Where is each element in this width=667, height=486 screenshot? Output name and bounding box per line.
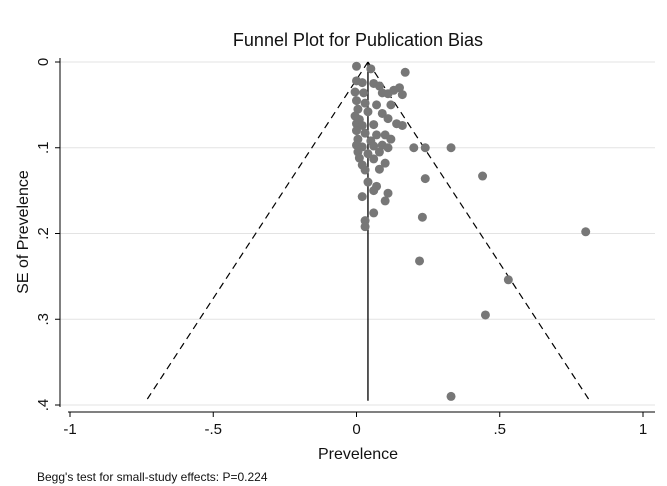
y-tick-labels: 0 .1 .2 .3 .4 bbox=[35, 58, 52, 411]
y-tick-label: .3 bbox=[35, 313, 52, 326]
data-point bbox=[383, 143, 393, 153]
data-point bbox=[374, 164, 384, 174]
data-point bbox=[352, 126, 361, 136]
data-point bbox=[420, 174, 430, 184]
data-point bbox=[360, 128, 370, 138]
data-points bbox=[350, 61, 591, 401]
data-point bbox=[380, 158, 390, 168]
data-point bbox=[363, 107, 373, 117]
data-point bbox=[353, 104, 363, 114]
data-point bbox=[369, 141, 379, 151]
data-point bbox=[357, 120, 367, 130]
data-point bbox=[386, 134, 396, 144]
data-point bbox=[409, 143, 419, 153]
y-tick-label: 0 bbox=[35, 58, 52, 66]
data-point bbox=[369, 120, 379, 130]
x-tick-labels: -1 -.5 0 .5 1 bbox=[63, 421, 647, 438]
y-tick-label: .1 bbox=[35, 141, 52, 154]
x-axis-title: Prevelence bbox=[318, 446, 398, 463]
data-point bbox=[354, 153, 364, 163]
data-point bbox=[380, 196, 390, 206]
data-point bbox=[386, 100, 396, 110]
x-tick-label: .5 bbox=[493, 421, 506, 438]
data-point bbox=[369, 208, 379, 218]
data-point bbox=[415, 256, 425, 266]
funnel-limit-left bbox=[146, 61, 369, 400]
data-point bbox=[446, 143, 456, 153]
data-point bbox=[357, 192, 367, 202]
data-point bbox=[363, 149, 373, 159]
data-point bbox=[369, 154, 379, 164]
funnel-limit-right bbox=[367, 61, 590, 400]
data-point bbox=[352, 61, 361, 71]
data-point bbox=[350, 87, 360, 97]
data-point bbox=[503, 275, 513, 285]
data-point bbox=[420, 143, 430, 153]
grid-lines bbox=[60, 61, 655, 406]
data-point bbox=[417, 212, 427, 222]
data-point bbox=[581, 227, 591, 237]
x-tick-label: 0 bbox=[352, 421, 360, 438]
data-point bbox=[480, 310, 490, 320]
data-point bbox=[374, 81, 384, 91]
data-point bbox=[397, 90, 407, 100]
x-tick-label: -1 bbox=[63, 421, 76, 438]
data-point bbox=[363, 177, 373, 187]
data-point bbox=[359, 88, 369, 98]
data-point bbox=[360, 98, 370, 108]
axes bbox=[55, 58, 655, 417]
data-point bbox=[372, 100, 382, 110]
y-tick-label: .4 bbox=[35, 399, 52, 412]
data-point bbox=[377, 108, 387, 118]
x-tick-label: 1 bbox=[639, 421, 647, 438]
data-point bbox=[366, 64, 376, 74]
data-point bbox=[446, 391, 456, 401]
x-tick-label: -.5 bbox=[204, 421, 222, 438]
begg-test-footnote: Begg's test for small-study effects: P=0… bbox=[37, 470, 268, 484]
data-point bbox=[369, 186, 379, 196]
data-point bbox=[478, 171, 488, 181]
data-point bbox=[374, 147, 384, 157]
data-point bbox=[383, 114, 393, 124]
data-point bbox=[357, 78, 367, 88]
data-point bbox=[360, 222, 370, 232]
y-tick-label: .2 bbox=[35, 227, 52, 240]
data-point bbox=[360, 165, 370, 175]
y-axis-title: SE of Prevelence bbox=[15, 170, 32, 294]
data-point bbox=[383, 89, 393, 99]
data-point bbox=[352, 96, 361, 106]
data-point bbox=[397, 120, 407, 130]
chart-title: Funnel Plot for Publication Bias bbox=[233, 30, 483, 50]
funnel-limits bbox=[146, 61, 590, 401]
data-point bbox=[372, 130, 382, 140]
data-point bbox=[400, 67, 410, 77]
data-point bbox=[383, 188, 393, 198]
